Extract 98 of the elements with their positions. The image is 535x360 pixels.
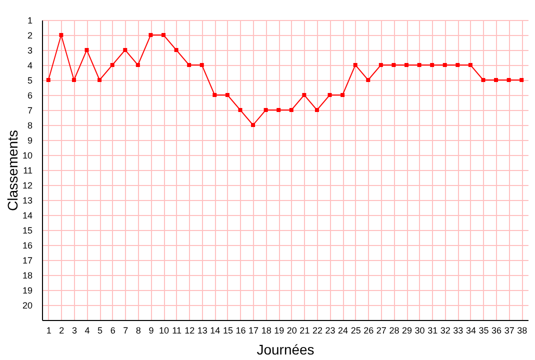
y-tick-label: 6 bbox=[27, 90, 32, 100]
x-tick-label: 28 bbox=[389, 326, 400, 336]
x-tick-label: 29 bbox=[402, 326, 412, 336]
point bbox=[289, 108, 294, 112]
point bbox=[187, 63, 192, 67]
x-tick-label: 11 bbox=[172, 326, 182, 336]
point bbox=[174, 48, 178, 52]
y-tick-label: 13 bbox=[22, 196, 32, 206]
point bbox=[276, 108, 281, 112]
y-tick-label: 3 bbox=[27, 46, 32, 56]
point bbox=[468, 63, 472, 67]
x-tick-label: 26 bbox=[364, 326, 374, 336]
point bbox=[110, 63, 114, 67]
x-tick-label: 36 bbox=[492, 326, 502, 336]
x-tick-label: 38 bbox=[517, 326, 528, 336]
x-tick-label: 16 bbox=[236, 326, 246, 336]
point bbox=[442, 63, 447, 67]
y-tick-label: 19 bbox=[22, 286, 32, 296]
point bbox=[302, 93, 306, 97]
y-tick-label: 4 bbox=[27, 60, 32, 70]
point bbox=[264, 108, 268, 112]
point bbox=[212, 93, 217, 97]
x-tick-label: 37 bbox=[504, 326, 514, 336]
x-tick-label: 9 bbox=[148, 326, 154, 336]
x-tick-label: 20 bbox=[286, 326, 297, 336]
point bbox=[59, 33, 64, 37]
y-tick-label: 5 bbox=[27, 76, 32, 86]
x-tick-label: 2 bbox=[59, 326, 64, 336]
x-tick-label: 19 bbox=[274, 326, 284, 336]
x-tick-label: 6 bbox=[110, 326, 116, 336]
point bbox=[251, 123, 256, 127]
point bbox=[392, 63, 396, 67]
x-tick-label: 7 bbox=[123, 326, 128, 336]
y-tick-label: 7 bbox=[27, 106, 32, 116]
point bbox=[200, 63, 204, 67]
x-tick-label: 22 bbox=[312, 326, 322, 336]
x-tick-label: 34 bbox=[466, 326, 476, 336]
point bbox=[238, 108, 242, 112]
point bbox=[162, 33, 166, 37]
point bbox=[72, 78, 76, 82]
x-tick-label: 14 bbox=[210, 326, 220, 336]
x-tick-label: 3 bbox=[72, 326, 77, 336]
x-tick-label: 25 bbox=[350, 326, 361, 336]
point bbox=[123, 48, 128, 52]
x-tick-label: 8 bbox=[136, 326, 141, 336]
x-tick-label: 35 bbox=[478, 326, 489, 336]
x-tick-label: 4 bbox=[84, 326, 90, 336]
y-tick-label: 8 bbox=[27, 120, 32, 130]
point bbox=[148, 33, 153, 37]
point bbox=[506, 78, 511, 82]
x-tick-label: 21 bbox=[300, 326, 310, 336]
point bbox=[98, 78, 102, 82]
x-tick-label: 30 bbox=[414, 326, 425, 336]
x-tick-label: 24 bbox=[338, 326, 348, 336]
point bbox=[353, 63, 358, 67]
point bbox=[84, 48, 89, 52]
x-tick-label: 1 bbox=[46, 326, 52, 336]
x-tick-label: 10 bbox=[158, 326, 170, 336]
x-tick-label: 32 bbox=[440, 326, 450, 336]
x-tick-label: 31 bbox=[428, 326, 438, 336]
y-tick-label: 11 bbox=[23, 166, 32, 176]
point bbox=[366, 78, 370, 82]
x-tick-label: 17 bbox=[248, 326, 259, 336]
y-axis-title: Classements bbox=[4, 130, 20, 211]
y-tick-label: 18 bbox=[22, 270, 32, 280]
point bbox=[404, 63, 408, 67]
point bbox=[46, 78, 50, 82]
y-tick-label: 1 bbox=[27, 16, 32, 26]
point bbox=[481, 78, 486, 82]
point bbox=[328, 93, 332, 97]
x-tick-label: 13 bbox=[197, 326, 208, 336]
x-tick-label: 23 bbox=[325, 326, 336, 336]
point bbox=[378, 63, 383, 67]
y-tick-label: 16 bbox=[22, 240, 32, 250]
y-tick-label: 9 bbox=[27, 136, 32, 146]
x-tick-label: 5 bbox=[98, 326, 103, 336]
x-tick-label: 27 bbox=[376, 326, 386, 336]
y-tick-label: 14 bbox=[22, 210, 32, 220]
point bbox=[456, 63, 460, 67]
y-tick-label: 15 bbox=[22, 226, 32, 236]
x-axis-title: Journées bbox=[256, 342, 314, 358]
point bbox=[520, 78, 524, 82]
point bbox=[314, 108, 319, 112]
point bbox=[340, 93, 345, 97]
point bbox=[430, 63, 434, 67]
x-tick-label: 33 bbox=[453, 326, 464, 336]
point bbox=[225, 93, 230, 97]
y-tick-label: 12 bbox=[22, 180, 32, 190]
y-tick-label: 17 bbox=[22, 256, 32, 266]
y-tick-label: 20 bbox=[22, 300, 32, 310]
point bbox=[136, 63, 140, 67]
y-tick-label: 2 bbox=[27, 30, 32, 40]
y-tick-label: 10 bbox=[22, 150, 32, 160]
point bbox=[417, 63, 422, 67]
x-tick-label: 18 bbox=[261, 326, 272, 336]
x-tick-label: 15 bbox=[222, 326, 233, 336]
x-tick-label: 12 bbox=[184, 326, 195, 336]
point bbox=[494, 78, 498, 82]
